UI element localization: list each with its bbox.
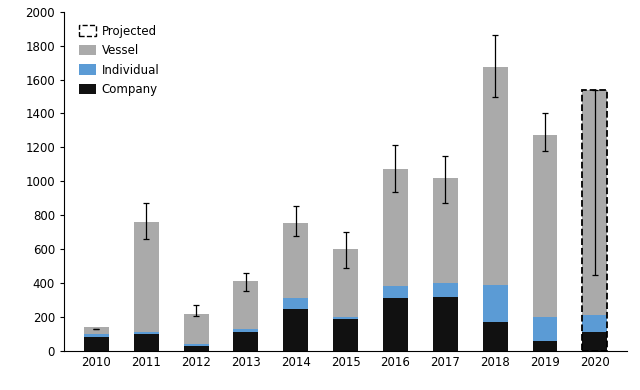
Legend: Projected, Vessel, Individual, Company: Projected, Vessel, Individual, Company bbox=[76, 21, 163, 99]
Bar bbox=[134, 332, 159, 334]
Bar bbox=[84, 337, 109, 351]
Bar bbox=[582, 332, 607, 351]
Bar bbox=[582, 90, 607, 351]
Bar bbox=[184, 344, 209, 346]
Bar bbox=[383, 286, 408, 298]
Bar bbox=[284, 223, 308, 298]
Bar bbox=[184, 314, 209, 344]
Bar bbox=[433, 178, 458, 283]
Bar bbox=[483, 322, 508, 351]
Bar bbox=[532, 341, 557, 351]
Bar bbox=[234, 282, 259, 329]
Bar bbox=[383, 298, 408, 351]
Bar bbox=[383, 168, 408, 286]
Bar bbox=[483, 67, 508, 285]
Bar bbox=[234, 332, 259, 351]
Bar bbox=[433, 297, 458, 351]
Bar bbox=[84, 334, 109, 337]
Bar bbox=[234, 329, 259, 332]
Bar bbox=[84, 327, 109, 334]
Bar bbox=[333, 317, 358, 319]
Bar bbox=[582, 90, 607, 316]
Bar bbox=[284, 298, 308, 308]
Bar bbox=[433, 283, 458, 297]
Bar bbox=[184, 346, 209, 351]
Bar bbox=[483, 285, 508, 322]
Bar bbox=[333, 249, 358, 317]
Bar bbox=[134, 334, 159, 351]
Bar bbox=[532, 135, 557, 317]
Bar bbox=[284, 308, 308, 351]
Bar bbox=[582, 316, 607, 332]
Bar bbox=[134, 222, 159, 332]
Bar bbox=[333, 319, 358, 351]
Bar bbox=[532, 317, 557, 341]
